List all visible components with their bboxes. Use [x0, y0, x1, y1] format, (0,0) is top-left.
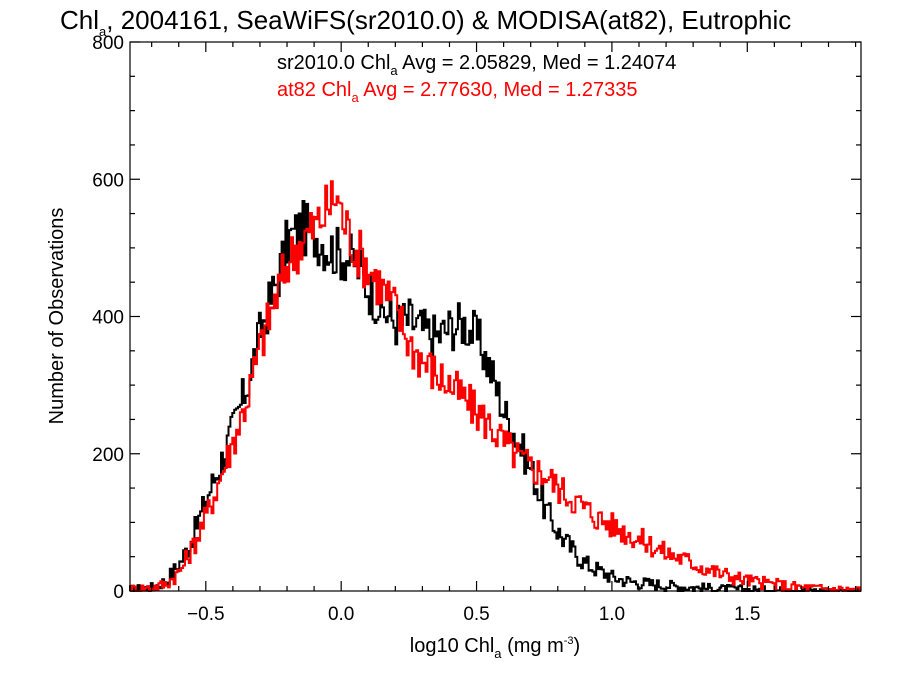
chart-title: Chla, 2004161, SeaWiFS(sr2010.0) & MODIS…	[60, 5, 791, 39]
x-tick-label: 0.0	[328, 604, 354, 625]
x-tick-label: 1.0	[599, 604, 625, 625]
y-tick-label: 0	[113, 582, 124, 603]
legend-entry-series-1: sr2010.0 Chla Avg = 2.05829, Med = 1.240…	[277, 52, 676, 78]
series-line-1	[129, 200, 861, 592]
x-tick-label: −0.5	[187, 604, 225, 625]
y-tick-label: 400	[92, 308, 124, 329]
x-tick-label: 1.5	[734, 604, 760, 625]
series-layer	[129, 180, 861, 592]
x-axis-title: log10 Chla (mg m-3)	[410, 635, 580, 661]
tick-layer: −0.5 0.0 0.5 1.0 1.5 0 200 400 600 800	[92, 33, 861, 625]
legend-entry-series-2: at82 Chla Avg = 2.77630, Med = 1.27335	[277, 79, 637, 105]
y-tick-label: 800	[92, 33, 124, 54]
x-tick-label: 0.5	[463, 604, 489, 625]
y-tick-label: 200	[92, 445, 124, 466]
y-tick-label: 600	[92, 170, 124, 191]
y-axis-title: Number of Observations	[46, 208, 68, 425]
series-line-2	[130, 180, 861, 592]
